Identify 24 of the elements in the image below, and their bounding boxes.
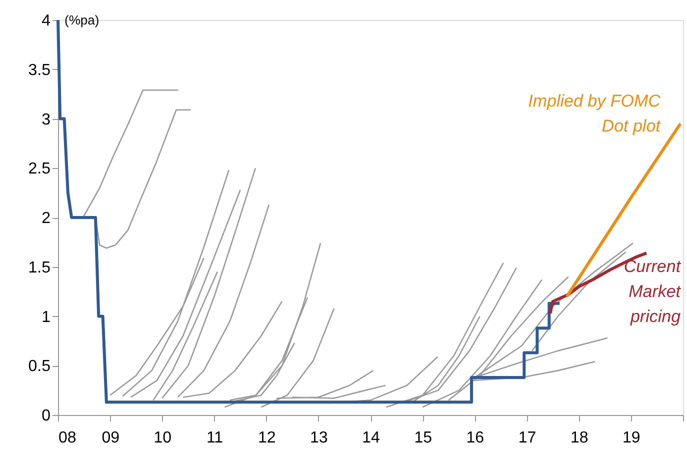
x-tick-label: 12 bbox=[258, 430, 276, 446]
y-tick-label: 1.5 bbox=[28, 259, 51, 276]
y-tick-label: 4 bbox=[42, 12, 51, 30]
y-tick-label: 3.5 bbox=[28, 62, 51, 79]
x-tick-label: 15 bbox=[414, 430, 432, 446]
x-tick-label: 13 bbox=[310, 430, 328, 446]
y-tick-label: 3 bbox=[42, 111, 51, 128]
x-tick-label: 08 bbox=[58, 430, 76, 446]
series-label: Current Market pricing bbox=[624, 257, 682, 326]
x-tick-label: 14 bbox=[362, 430, 380, 446]
y-axis-title: (%pa) bbox=[64, 12, 100, 28]
y-tick-label: 1 bbox=[42, 308, 51, 326]
y-tick-label: 2.5 bbox=[28, 160, 51, 178]
y-tick-label: 0.5 bbox=[28, 358, 51, 376]
y-tick-label: 2 bbox=[42, 210, 51, 227]
x-tick-label: 17 bbox=[518, 430, 536, 446]
x-tick-label: 11 bbox=[206, 430, 224, 446]
x-tick-label: 18 bbox=[570, 430, 588, 446]
x-tick-label: 09 bbox=[102, 430, 120, 446]
x-tick-label: 16 bbox=[466, 430, 484, 446]
x-tick-label: 10 bbox=[154, 430, 172, 446]
series-label: Implied by FOMC Dot plot bbox=[528, 92, 662, 136]
x-tick-label: 19 bbox=[622, 430, 640, 446]
y-tick-label: 0 bbox=[42, 408, 51, 424]
